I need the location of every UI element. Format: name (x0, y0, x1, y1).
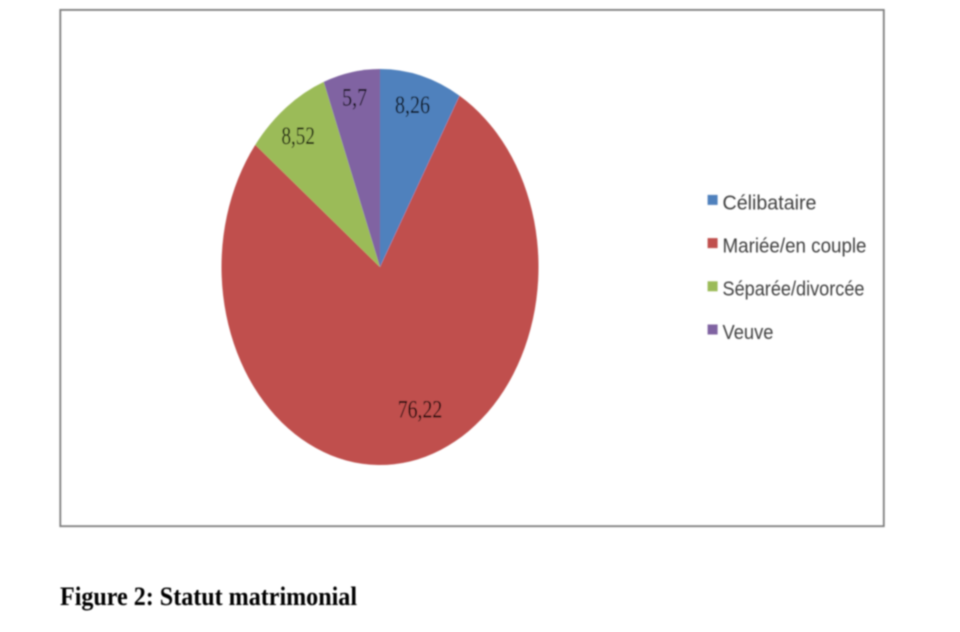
svg-text:8,52: 8,52 (281, 121, 315, 150)
svg-text:76,22: 76,22 (398, 395, 443, 424)
svg-text:Célibataire: Célibataire (723, 191, 817, 214)
svg-text:5,7: 5,7 (342, 82, 367, 111)
svg-text:Séparée/divorcée: Séparée/divorcée (723, 278, 865, 301)
svg-text:Veuve: Veuve (723, 321, 774, 344)
svg-text:Mariée/en couple: Mariée/en couple (723, 235, 867, 258)
svg-text:8,26: 8,26 (395, 90, 430, 119)
svg-text:Figure 2: Statut matrimonial: Figure 2: Statut matrimonial (60, 582, 357, 611)
